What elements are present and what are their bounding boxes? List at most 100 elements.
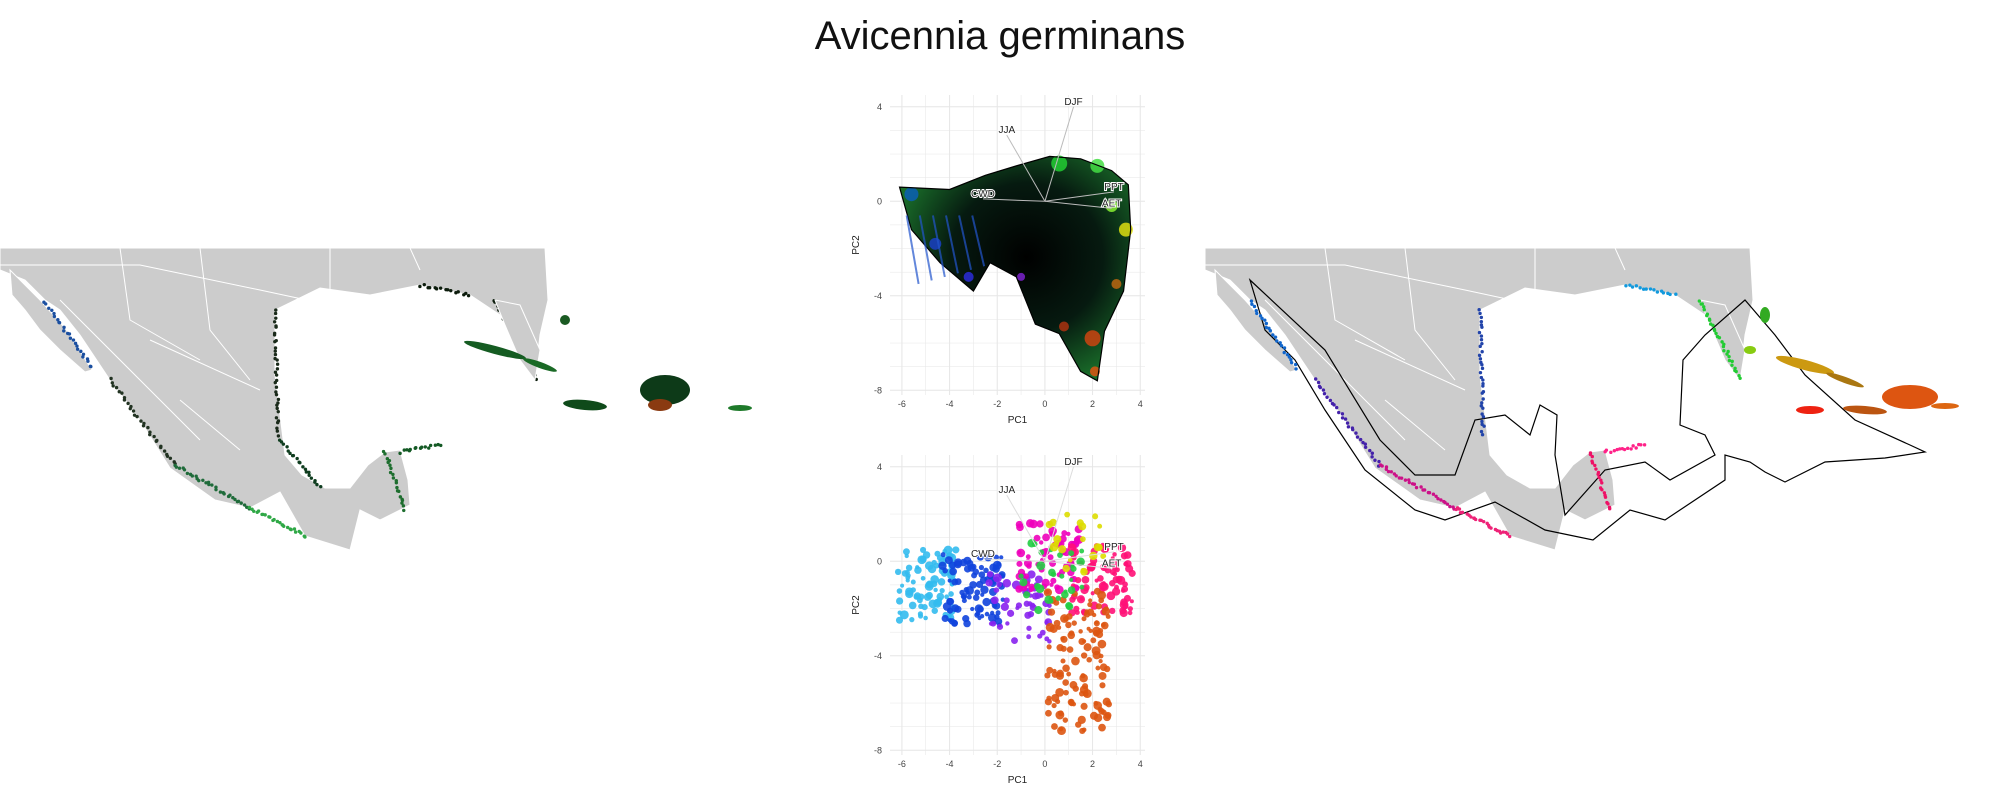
occurrence-point bbox=[1479, 315, 1484, 320]
occurrence-point bbox=[418, 284, 422, 289]
data-point bbox=[1046, 695, 1052, 701]
occurrence-point bbox=[1481, 415, 1486, 419]
axes: -6 -4 -2 0 2 4 -8 -4 0 4 PC1 PC2 bbox=[851, 462, 1143, 786]
data-point bbox=[941, 614, 949, 623]
occurrence-point bbox=[1507, 534, 1512, 539]
data-point bbox=[1083, 611, 1091, 618]
data-point bbox=[1095, 603, 1102, 610]
data-point bbox=[1043, 588, 1052, 597]
data-point bbox=[1071, 620, 1077, 626]
data-point bbox=[939, 587, 945, 594]
x-axis-label: PC1 bbox=[1008, 415, 1028, 426]
data-point bbox=[965, 590, 970, 595]
occurrence-point bbox=[1599, 478, 1603, 482]
data-point bbox=[961, 594, 967, 600]
occurrence-point bbox=[162, 449, 167, 453]
occurrence-point bbox=[1445, 502, 1450, 506]
vector-aet bbox=[1044, 200, 1112, 209]
occurrence-point bbox=[1343, 417, 1348, 421]
data-point bbox=[991, 602, 998, 609]
data-point bbox=[1058, 545, 1067, 554]
data-point bbox=[1098, 659, 1103, 664]
occurrence-point bbox=[1255, 311, 1259, 316]
data-point bbox=[961, 598, 967, 604]
data-point bbox=[1076, 557, 1085, 567]
occurrence-point bbox=[1469, 515, 1473, 519]
occurrence-point bbox=[1278, 341, 1282, 345]
data-point bbox=[994, 617, 1003, 626]
occurrence-point bbox=[298, 461, 302, 465]
island bbox=[560, 315, 570, 325]
data-point bbox=[1027, 570, 1036, 579]
data-point bbox=[915, 565, 920, 570]
occurrence-point bbox=[1368, 448, 1372, 453]
occurrence-point bbox=[1727, 358, 1732, 363]
occurrence-point bbox=[131, 409, 136, 413]
occurrence-point bbox=[1263, 318, 1267, 322]
data-point bbox=[1078, 522, 1087, 531]
data-point bbox=[1099, 682, 1106, 689]
data-point bbox=[1064, 511, 1071, 518]
occurrence-point bbox=[1697, 299, 1702, 303]
occurrence-point bbox=[1711, 323, 1715, 328]
data-point bbox=[1028, 587, 1034, 593]
occurrence-point bbox=[1289, 358, 1293, 362]
data-point bbox=[1117, 543, 1127, 552]
occurrence-point bbox=[1321, 388, 1326, 392]
x-tick-label: 0 bbox=[1042, 399, 1047, 409]
data-point bbox=[1017, 272, 1026, 281]
data-point bbox=[1076, 595, 1086, 604]
data-point bbox=[1050, 577, 1057, 584]
vector-jja bbox=[1006, 494, 1046, 562]
occurrence-point bbox=[117, 390, 121, 394]
occurrence-point bbox=[1473, 517, 1478, 522]
data-point bbox=[1111, 278, 1122, 289]
occurrence-point bbox=[1738, 376, 1742, 381]
data-point bbox=[1026, 634, 1032, 640]
data-point bbox=[1097, 639, 1107, 649]
island bbox=[728, 405, 752, 411]
occurrence-point bbox=[401, 504, 406, 508]
occurrence-point bbox=[1325, 395, 1329, 399]
occurrence-point bbox=[1730, 363, 1734, 367]
data-point bbox=[990, 596, 999, 605]
occurrence-point bbox=[398, 451, 402, 456]
occurrence-point bbox=[1335, 405, 1339, 410]
occurrence-point bbox=[286, 449, 290, 453]
island bbox=[563, 399, 607, 411]
occurrence-point bbox=[47, 306, 51, 311]
occurrence-point bbox=[303, 535, 307, 539]
occurrence-point bbox=[1590, 461, 1595, 465]
y-axis-label: PC2 bbox=[851, 235, 862, 255]
data-point bbox=[1110, 559, 1119, 568]
data-point bbox=[1092, 513, 1099, 520]
data-point bbox=[1067, 586, 1076, 594]
data-point bbox=[1129, 599, 1134, 604]
data-point bbox=[933, 562, 940, 569]
occurrence-point bbox=[1249, 299, 1254, 303]
occurrence-point bbox=[278, 520, 282, 525]
occurrence-point bbox=[1608, 507, 1612, 511]
data-point bbox=[942, 567, 948, 574]
data-point bbox=[996, 623, 1004, 630]
occurrence-point bbox=[222, 492, 226, 496]
occurrence-point bbox=[252, 509, 256, 513]
occurrence-point bbox=[1477, 308, 1481, 312]
occurrence-point bbox=[1482, 519, 1486, 524]
occurrence-point bbox=[52, 314, 57, 319]
data-point bbox=[1025, 554, 1031, 560]
data-point bbox=[1090, 637, 1097, 644]
occurrence-point bbox=[276, 397, 281, 402]
data-point bbox=[905, 587, 914, 596]
data-point bbox=[1049, 624, 1058, 633]
occurrence-point bbox=[292, 527, 297, 531]
data-point bbox=[1105, 200, 1118, 213]
occurrence-point bbox=[420, 445, 424, 449]
data-point bbox=[1118, 222, 1133, 237]
data-point bbox=[1069, 681, 1078, 689]
occurrence-point bbox=[79, 349, 83, 354]
occurrence-point bbox=[273, 352, 278, 357]
range-hull-outline bbox=[1248, 278, 1928, 541]
occurrence-point bbox=[50, 308, 54, 312]
data-point bbox=[1034, 575, 1043, 584]
